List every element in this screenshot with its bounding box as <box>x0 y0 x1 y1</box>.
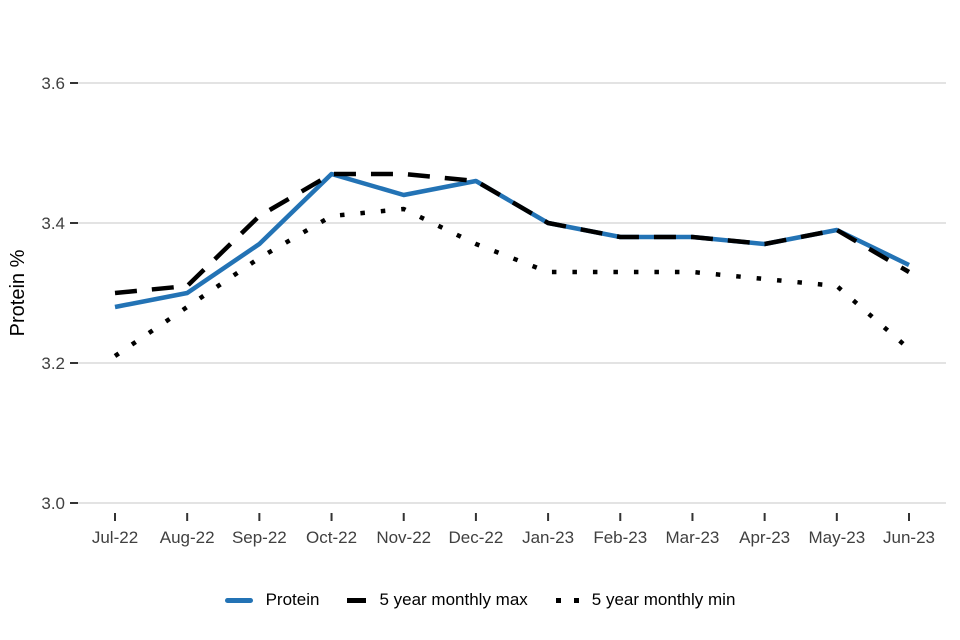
legend-item-max: 5 year monthly max <box>347 590 528 610</box>
legend: Protein 5 year monthly max 5 year monthl… <box>0 585 960 615</box>
axes: 3.6 3.4 3.2 3.0 Jul-22 Aug-22 Sep-22 Oct-22 Nov-… <box>41 74 935 547</box>
x-tick-label: Jun-23 <box>883 528 935 547</box>
x-tick-label: Nov-22 <box>376 528 431 547</box>
series-line-dashed <box>114 171 911 296</box>
legend-item-min: 5 year monthly min <box>555 590 736 610</box>
x-tick-label: Jan-23 <box>522 528 574 547</box>
y-tick-label: 3.0 <box>41 494 65 513</box>
x-tick-label: Oct-22 <box>306 528 357 547</box>
legend-label-protein: Protein <box>265 590 320 609</box>
y-tick-label: 3.2 <box>41 354 65 373</box>
y-tick-label: 3.4 <box>41 214 65 233</box>
min-line-swatch <box>555 597 579 603</box>
y-tick-label: 3.6 <box>41 74 65 93</box>
protein-line-swatch <box>224 597 253 603</box>
legend-label-max: 5 year monthly max <box>379 590 528 609</box>
legend-label-min: 5 year monthly min <box>591 590 736 609</box>
gridlines <box>78 82 946 504</box>
y-axis-title: Protein % <box>7 249 29 336</box>
x-tick-label: Apr-23 <box>739 528 790 547</box>
x-tick-label: Mar-23 <box>666 528 720 547</box>
x-tick-label: Jul-22 <box>92 528 138 547</box>
legend-item-protein: Protein <box>224 590 320 610</box>
x-tick-label: Feb-23 <box>593 528 647 547</box>
x-tick-label: Dec-22 <box>449 528 504 547</box>
x-tick-label: Sep-22 <box>232 528 287 547</box>
series-line-solid <box>114 171 910 310</box>
x-tick-label: Aug-22 <box>160 528 215 547</box>
series-line-dotted <box>113 206 911 358</box>
protein-line-chart: 3.6 3.4 3.2 3.0 Jul-22 Aug-22 Sep-22 Oct-22 Nov-… <box>7 74 946 547</box>
x-tick-label: May-23 <box>808 528 865 547</box>
series-lines <box>113 171 911 358</box>
max-line-swatch <box>347 597 367 603</box>
